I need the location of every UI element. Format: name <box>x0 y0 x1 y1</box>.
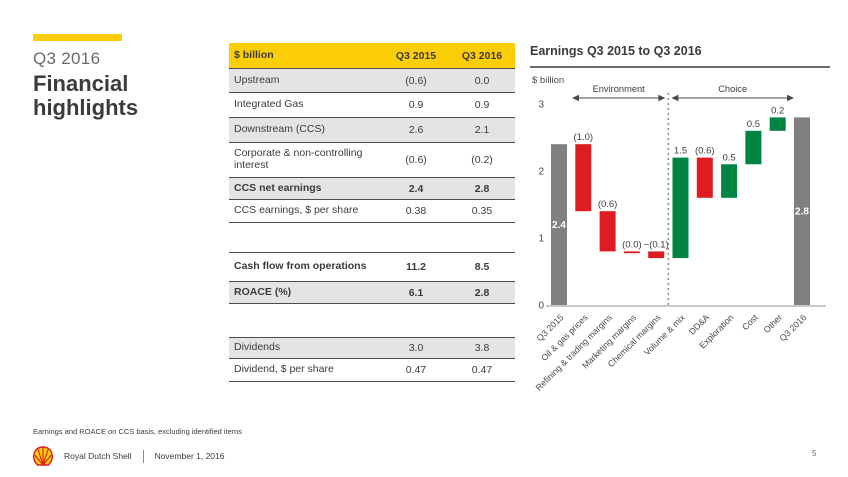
waterfall-bar <box>648 251 665 259</box>
value-q3-2015: 2.4 <box>408 182 424 195</box>
value-q3-2016: 0.9 <box>474 99 490 111</box>
y-tick-label: 1 <box>538 234 544 245</box>
column-header-unit: $ billion <box>234 48 274 61</box>
waterfall-bar <box>672 157 689 259</box>
waterfall-bar <box>769 117 786 131</box>
row-label: Integrated Gas <box>234 98 304 111</box>
table-row-ccs-eps: CCS earnings, $ per share 0.38 0.35 <box>229 200 515 223</box>
value-q3-2016: 8.5 <box>474 261 490 273</box>
waterfall-bar <box>721 164 738 198</box>
waterfall-bar <box>745 130 762 165</box>
arrowhead-icon <box>658 94 666 102</box>
value-q3-2016: 3.8 <box>474 342 490 354</box>
bar-value-label: 1.5 <box>674 146 687 157</box>
footer-date: November 1, 2016 <box>154 451 225 461</box>
y-tick-label: 2 <box>538 167 544 178</box>
chart-title: Earnings Q3 2015 to Q3 2016 <box>530 44 830 68</box>
choice-section-label: Choice <box>718 84 747 94</box>
waterfall-bar <box>575 144 592 212</box>
value-q3-2015: 11.2 <box>406 261 426 273</box>
footer-divider <box>142 449 144 463</box>
table-row-upstream: Upstream (0.6) 0.0 <box>229 69 515 93</box>
bar-value-label: 2.8 <box>795 207 809 218</box>
value-q3-2016: 2.8 <box>474 286 490 299</box>
x-category-label: Q3 2016 <box>777 312 808 343</box>
value-q3-2015: 2.6 <box>408 124 424 136</box>
waterfall-bar <box>794 117 810 306</box>
row-label: Dividend, $ per share <box>234 363 334 376</box>
value-q3-2016: 0.0 <box>474 74 490 87</box>
slide-kicker: Q3 2016 <box>33 49 101 68</box>
footer: Royal Dutch Shell November 1, 2016 <box>31 445 225 467</box>
shell-pecten-icon <box>33 446 53 466</box>
title-block: Q3 2016 Financial highlights <box>33 34 193 120</box>
value-q3-2015: 0.9 <box>408 99 424 111</box>
value-q3-2015: (0.6) <box>405 74 427 87</box>
bar-value-label: (0.0) <box>622 239 642 250</box>
arrowhead-icon <box>787 94 794 102</box>
row-label: CCS net earnings <box>234 181 322 194</box>
arrowhead-icon <box>671 94 679 102</box>
earnings-chart: Earnings Q3 2015 to Q3 2016 $ billion 0 1 2… <box>530 44 830 401</box>
row-label: Dividends <box>234 341 281 354</box>
column-header-q3-2015: Q3 2015 <box>395 49 437 62</box>
y-tick-label: 3 <box>538 100 544 111</box>
y-tick-label: 0 <box>538 301 544 312</box>
y-axis-label: $ billion <box>532 75 564 86</box>
financials-table: $ billion Q3 2015 Q3 2016 Upstream (0.6)… <box>229 43 515 382</box>
page-title: Financial highlights <box>33 71 139 121</box>
bar-value-label: ~(0.1) <box>644 239 669 250</box>
company-name: Royal Dutch Shell <box>64 451 132 461</box>
value-q3-2015: 0.38 <box>405 205 427 217</box>
bar-value-label: (1.0) <box>574 132 594 143</box>
footnote: Earnings and ROACE on CCS basis, excludi… <box>33 427 242 436</box>
row-label: Corporate & non-controlling interest <box>234 147 363 171</box>
value-q3-2015: (0.6) <box>405 154 427 166</box>
arrowhead-icon <box>572 94 579 102</box>
waterfall-bar <box>551 144 567 305</box>
bar-value-label: 0.5 <box>722 152 735 163</box>
value-q3-2015: 0.47 <box>405 364 427 376</box>
column-header-q3-2016: Q3 2016 <box>461 49 503 62</box>
table-row-cash-flow: Cash flow from operations 11.2 8.5 <box>229 252 515 282</box>
waterfall-bar <box>623 251 640 254</box>
x-category-label: Cost <box>740 312 760 332</box>
value-q3-2016: 2.1 <box>474 124 490 136</box>
row-label: ROACE (%) <box>234 285 292 298</box>
table-gap <box>229 304 515 337</box>
bar-value-label: (0.6) <box>695 146 715 157</box>
row-label: Cash flow from operations <box>234 260 367 273</box>
table-row-ccs-net-earnings: CCS net earnings 2.4 2.8 <box>229 178 515 200</box>
table-row-roace: ROACE (%) 6.1 2.8 <box>229 282 515 304</box>
environment-section-label: Environment <box>593 84 646 94</box>
bar-value-label: 0.2 <box>771 105 784 116</box>
table-gap <box>229 223 515 252</box>
table-header-row: $ billion Q3 2015 Q3 2016 <box>229 43 515 69</box>
page-number: 5 <box>812 449 817 458</box>
value-q3-2016: 2.8 <box>474 182 490 195</box>
yellow-accent-bar <box>33 34 122 41</box>
bar-value-label: 0.5 <box>747 119 760 130</box>
table-row-dividend-per-share: Dividend, $ per share 0.47 0.47 <box>229 359 515 382</box>
waterfall-bar <box>599 211 616 252</box>
value-q3-2016: (0.2) <box>471 154 493 166</box>
value-q3-2016: 0.35 <box>471 205 493 217</box>
bar-value-label: 2.4 <box>552 220 566 231</box>
table-row-integrated-gas: Integrated Gas 0.9 0.9 <box>229 93 515 118</box>
row-label: Downstream (CCS) <box>234 123 326 136</box>
row-label: CCS earnings, $ per share <box>234 204 359 217</box>
value-q3-2015: 3.0 <box>408 342 424 354</box>
table-row-corporate: Corporate & non-controlling interest (0.… <box>229 143 515 178</box>
value-q3-2016: 0.47 <box>471 364 493 376</box>
value-q3-2015: 6.1 <box>408 286 424 299</box>
bar-value-label: (0.6) <box>598 199 618 210</box>
table-row-dividends: Dividends 3.0 3.8 <box>229 337 515 359</box>
row-label: Upstream <box>234 73 280 86</box>
table-row-downstream: Downstream (CCS) 2.6 2.1 <box>229 118 515 143</box>
waterfall-bar <box>696 157 713 198</box>
